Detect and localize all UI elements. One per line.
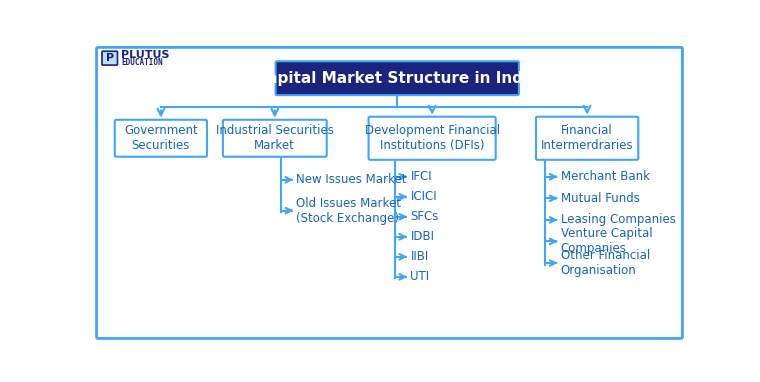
Text: Government
Securities: Government Securities: [124, 124, 198, 152]
Text: IFCI: IFCI: [410, 170, 432, 183]
FancyBboxPatch shape: [102, 51, 118, 65]
FancyBboxPatch shape: [115, 120, 207, 157]
Text: UTI: UTI: [410, 270, 429, 283]
Text: Development Financial
Institutions (DFIs): Development Financial Institutions (DFIs…: [365, 124, 499, 152]
Text: Capital Market Structure in India: Capital Market Structure in India: [256, 71, 539, 86]
FancyBboxPatch shape: [223, 120, 327, 157]
Text: Mutual Funds: Mutual Funds: [561, 192, 640, 205]
Text: P: P: [106, 53, 114, 63]
Text: IIBI: IIBI: [410, 250, 429, 263]
Text: Industrial Securities
Market: Industrial Securities Market: [216, 124, 334, 152]
Text: Financial
Intermerdraries: Financial Intermerdraries: [541, 124, 633, 152]
Text: Venture Capital
Companies: Venture Capital Companies: [561, 227, 652, 256]
Text: SFCs: SFCs: [410, 210, 439, 223]
Text: Old Issues Market
(Stock Exchange): Old Issues Market (Stock Exchange): [296, 197, 401, 225]
FancyBboxPatch shape: [369, 117, 496, 160]
Text: PLUTUS: PLUTUS: [122, 50, 169, 60]
Text: IDBI: IDBI: [410, 230, 435, 243]
FancyBboxPatch shape: [97, 47, 682, 338]
FancyBboxPatch shape: [536, 117, 638, 160]
Text: Other Financial
Organisation: Other Financial Organisation: [561, 249, 650, 277]
Text: EDUCATION: EDUCATION: [122, 58, 163, 66]
Text: ICICI: ICICI: [410, 190, 437, 203]
FancyBboxPatch shape: [276, 61, 519, 95]
Text: New Issues Market: New Issues Market: [296, 173, 407, 186]
Text: Merchant Bank: Merchant Bank: [561, 170, 650, 183]
Text: Leasing Companies: Leasing Companies: [561, 214, 676, 227]
